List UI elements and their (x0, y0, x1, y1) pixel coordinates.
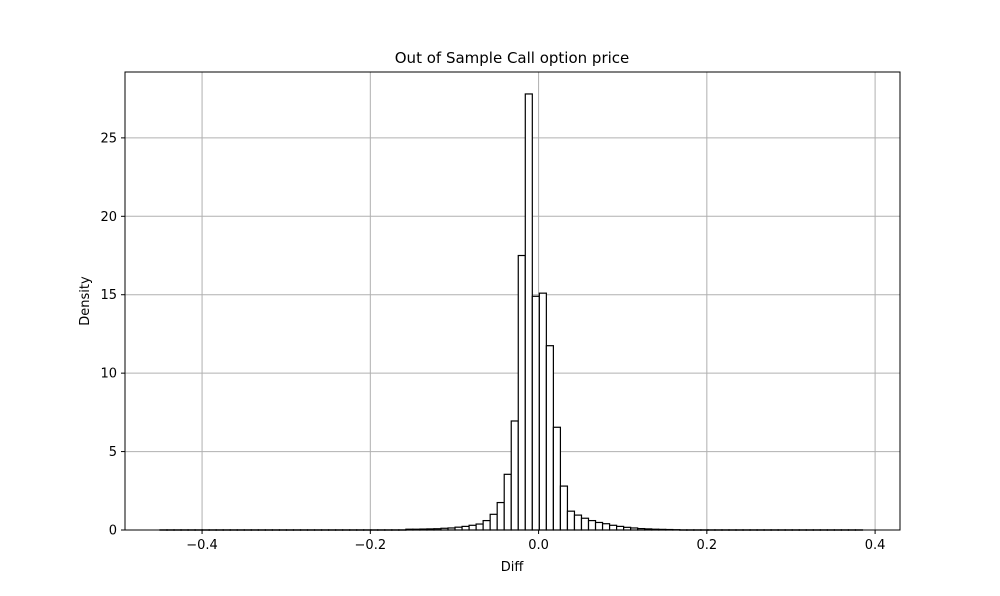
axis-ticks: −0.4 −0.2 0.0 0.2 0.4 0 5 10 15 20 25 (100, 131, 885, 553)
histogram-bar (587, 519, 597, 531)
histogram-bar (510, 420, 519, 531)
histogram-bar (468, 524, 477, 531)
histogram-bar (566, 510, 576, 531)
x-tick-label: 0.2 (696, 538, 717, 553)
histogram-bar (503, 473, 512, 531)
y-tick-label: 25 (100, 131, 117, 146)
histogram-bar (573, 514, 583, 531)
histogram-bar (538, 292, 547, 531)
histogram-bar (482, 519, 491, 531)
x-tick-label: −0.4 (186, 538, 218, 553)
histogram-bar (496, 501, 505, 531)
histogram-bar (545, 345, 554, 531)
histogram-bar (594, 521, 604, 531)
chart-title: Out of Sample Call option price (395, 49, 630, 67)
histogram-bars (159, 93, 864, 531)
histogram-bar (524, 93, 533, 531)
histogram-bar (531, 295, 540, 531)
histogram-bar (489, 513, 498, 531)
x-tick-label: 0.4 (865, 538, 886, 553)
y-tick-label: 20 (100, 210, 117, 225)
axes-frame (124, 71, 901, 531)
histogram-bar (517, 254, 526, 531)
y-tick-label: 0 (109, 524, 117, 539)
histogram-bar (601, 523, 611, 531)
x-tick-label: −0.2 (355, 538, 387, 553)
x-tick-label: 0.0 (528, 538, 549, 553)
histogram-bar (580, 517, 590, 531)
histogram-bar (475, 523, 484, 531)
y-tick-label: 10 (100, 367, 117, 382)
histogram-bar (461, 525, 470, 531)
y-tick-label: 5 (109, 445, 117, 460)
histogram-bar (616, 525, 625, 531)
histogram-bar (608, 524, 618, 531)
y-tick-label: 15 (100, 288, 117, 303)
histogram-bar (559, 485, 569, 531)
x-axis-title: Diff (501, 560, 525, 575)
histogram-bar (552, 426, 562, 531)
y-axis-title: Density (78, 276, 93, 326)
